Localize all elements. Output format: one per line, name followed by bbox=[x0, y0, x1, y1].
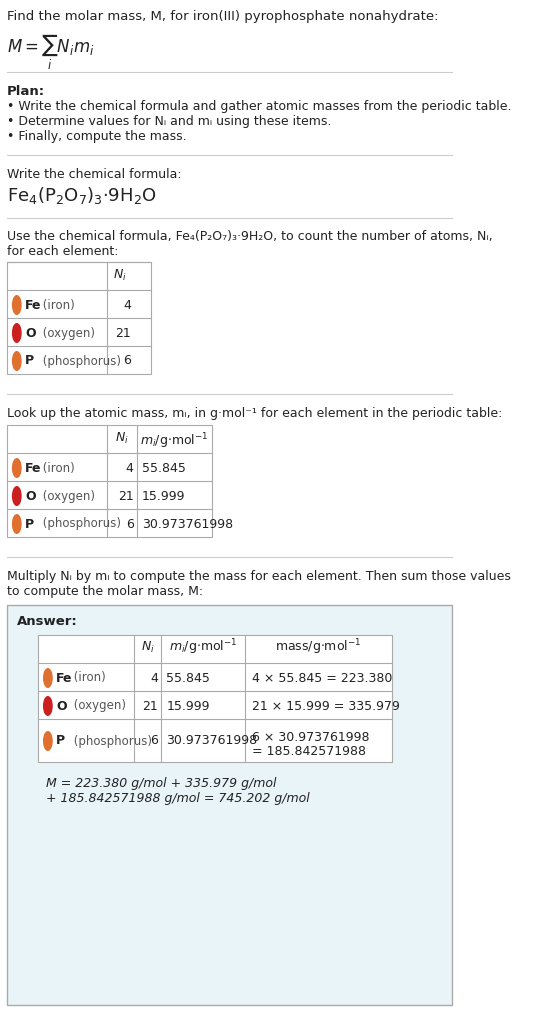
Text: • Finally, compute the mass.: • Finally, compute the mass. bbox=[7, 130, 186, 143]
Circle shape bbox=[44, 668, 52, 687]
Text: (oxygen): (oxygen) bbox=[39, 327, 94, 340]
Text: 55.845: 55.845 bbox=[166, 671, 210, 684]
Text: $m_i/\mathrm{g{\cdot}mol^{-1}}$: $m_i/\mathrm{g{\cdot}mol^{-1}}$ bbox=[140, 431, 209, 450]
Text: 6: 6 bbox=[123, 355, 131, 367]
Text: M = 223.380 g/mol + 335.979 g/mol: M = 223.380 g/mol + 335.979 g/mol bbox=[46, 777, 277, 790]
Text: Answer:: Answer: bbox=[17, 615, 78, 628]
Text: 6 × 30.973761998: 6 × 30.973761998 bbox=[252, 731, 370, 744]
Text: Fe: Fe bbox=[56, 671, 73, 684]
Text: P: P bbox=[56, 734, 66, 747]
Text: • Determine values for Nᵢ and mᵢ using these items.: • Determine values for Nᵢ and mᵢ using t… bbox=[7, 115, 331, 128]
Text: (oxygen): (oxygen) bbox=[39, 490, 94, 503]
Text: $\mathrm{Fe_4(P_2O_7)_3{\cdot}9H_2O}$: $\mathrm{Fe_4(P_2O_7)_3{\cdot}9H_2O}$ bbox=[7, 185, 157, 206]
Text: 4: 4 bbox=[126, 461, 134, 475]
Circle shape bbox=[13, 323, 21, 343]
Text: 4: 4 bbox=[150, 671, 158, 684]
Text: Write the chemical formula:: Write the chemical formula: bbox=[7, 168, 181, 182]
Text: + 185.842571988 g/mol = 745.202 g/mol: + 185.842571988 g/mol = 745.202 g/mol bbox=[46, 792, 310, 805]
Text: Fe: Fe bbox=[25, 461, 41, 475]
Circle shape bbox=[13, 458, 21, 478]
Text: $N_i$: $N_i$ bbox=[141, 640, 155, 655]
Circle shape bbox=[13, 352, 21, 370]
Text: Use the chemical formula, Fe₄(P₂O₇)₃·9H₂O, to count the number of atoms, Nᵢ,: Use the chemical formula, Fe₄(P₂O₇)₃·9H₂… bbox=[7, 230, 492, 243]
Text: 6: 6 bbox=[150, 734, 158, 747]
Circle shape bbox=[13, 515, 21, 533]
Text: 21: 21 bbox=[118, 490, 134, 503]
Text: = 185.842571988: = 185.842571988 bbox=[252, 745, 366, 758]
Circle shape bbox=[13, 296, 21, 314]
Text: Fe: Fe bbox=[25, 298, 41, 311]
Text: $N_i$: $N_i$ bbox=[113, 268, 127, 283]
Text: 6: 6 bbox=[126, 517, 134, 530]
Text: 15.999: 15.999 bbox=[142, 490, 186, 503]
Text: Plan:: Plan: bbox=[7, 85, 45, 98]
Text: • Write the chemical formula and gather atomic masses from the periodic table.: • Write the chemical formula and gather … bbox=[7, 100, 511, 113]
Text: O: O bbox=[56, 700, 67, 713]
Circle shape bbox=[44, 732, 52, 750]
Text: $m_i/\mathrm{g{\cdot}mol^{-1}}$: $m_i/\mathrm{g{\cdot}mol^{-1}}$ bbox=[169, 637, 238, 657]
Text: 21: 21 bbox=[142, 700, 158, 713]
Text: (phosphorus): (phosphorus) bbox=[70, 734, 152, 747]
Text: Multiply Nᵢ by mᵢ to compute the mass for each element. Then sum those values: Multiply Nᵢ by mᵢ to compute the mass fo… bbox=[7, 570, 511, 583]
Text: 15.999: 15.999 bbox=[166, 700, 210, 713]
Text: Find the molar mass, M, for iron(III) pyrophosphate nonahydrate:: Find the molar mass, M, for iron(III) py… bbox=[7, 10, 438, 23]
Text: 30.973761998: 30.973761998 bbox=[166, 734, 257, 747]
Text: (phosphorus): (phosphorus) bbox=[39, 355, 121, 367]
Text: $N_i$: $N_i$ bbox=[115, 431, 129, 446]
Text: for each element:: for each element: bbox=[7, 245, 118, 258]
Text: Look up the atomic mass, mᵢ, in g·mol⁻¹ for each element in the periodic table:: Look up the atomic mass, mᵢ, in g·mol⁻¹ … bbox=[7, 407, 502, 420]
Text: (phosphorus): (phosphorus) bbox=[39, 517, 121, 530]
Text: $M = \sum_i N_i m_i$: $M = \sum_i N_i m_i$ bbox=[7, 32, 94, 72]
Text: P: P bbox=[25, 355, 34, 367]
Text: P: P bbox=[25, 517, 34, 530]
Text: (iron): (iron) bbox=[39, 461, 74, 475]
Text: 21 × 15.999 = 335.979: 21 × 15.999 = 335.979 bbox=[252, 700, 400, 713]
Text: 4 × 55.845 = 223.380: 4 × 55.845 = 223.380 bbox=[252, 671, 392, 684]
FancyBboxPatch shape bbox=[38, 635, 392, 762]
Text: (oxygen): (oxygen) bbox=[70, 700, 126, 713]
Text: $\mathrm{mass/g{\cdot}mol^{-1}}$: $\mathrm{mass/g{\cdot}mol^{-1}}$ bbox=[275, 637, 361, 657]
Text: 30.973761998: 30.973761998 bbox=[142, 517, 233, 530]
Circle shape bbox=[44, 697, 52, 715]
Text: to compute the molar mass, M:: to compute the molar mass, M: bbox=[7, 585, 203, 598]
FancyBboxPatch shape bbox=[7, 605, 452, 1005]
Text: O: O bbox=[25, 490, 36, 503]
Circle shape bbox=[13, 487, 21, 505]
Text: O: O bbox=[25, 327, 36, 340]
Text: 55.845: 55.845 bbox=[142, 461, 186, 475]
Text: (iron): (iron) bbox=[70, 671, 105, 684]
Text: (iron): (iron) bbox=[39, 298, 74, 311]
Text: 21: 21 bbox=[115, 327, 131, 340]
Text: 4: 4 bbox=[123, 298, 131, 311]
